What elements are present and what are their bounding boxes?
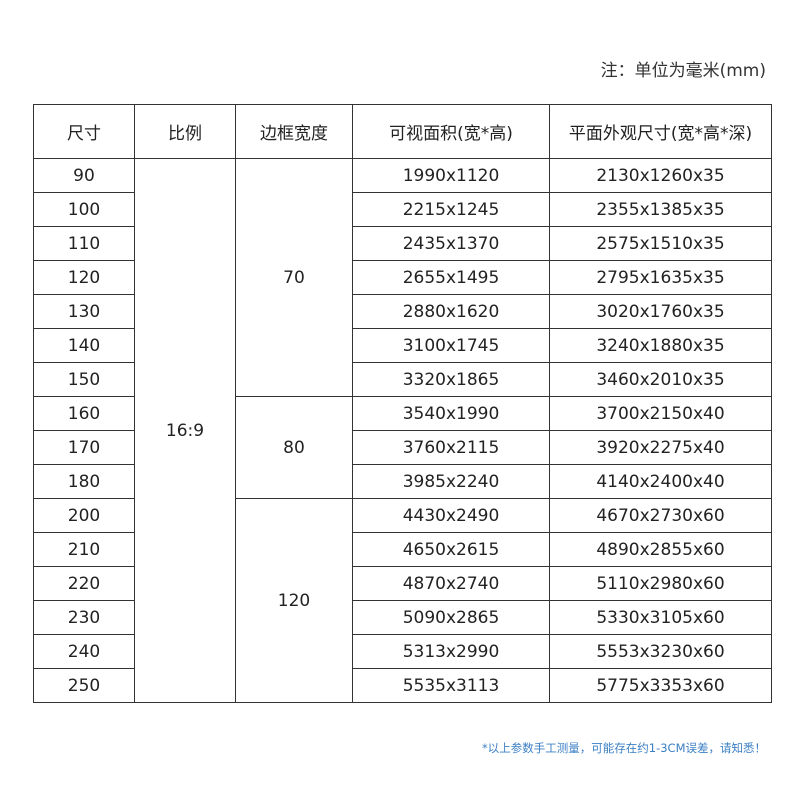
size-cell: 90 <box>33 158 135 193</box>
bezel-cell: 80 <box>235 396 353 499</box>
spec-table: 尺寸 比例 边框宽度 可视面积(宽*高) 平面外观尺寸(宽*高*深) 90 16:9 70 1… <box>33 104 772 703</box>
size-cell: 180 <box>33 464 135 499</box>
header-cell: 可视面积(宽*高) <box>352 104 550 159</box>
size-cell: 150 <box>33 362 135 397</box>
table-row: 200 120 4430x2490 4670x2730x60 <box>33 498 772 703</box>
table-row: 90 16:9 70 1990x1120 2130x1260x35 <box>33 158 772 703</box>
outer-size-cell: 3240x1880x35 <box>549 328 772 363</box>
outer-size-cell: 4890x2855x60 <box>549 532 772 567</box>
table-row: 240 5313x2990 5553x3230x60 <box>33 634 772 669</box>
viewable-area-cell: 5090x2865 <box>352 600 550 635</box>
viewable-area-cell: 3100x1745 <box>352 328 550 363</box>
viewable-area-cell: 2215x1245 <box>352 192 550 227</box>
header-cell: 平面外观尺寸(宽*高*深) <box>549 104 772 159</box>
size-cell: 100 <box>33 192 135 227</box>
outer-size-cell: 4670x2730x60 <box>549 498 772 533</box>
table-row: 150 3320x1865 3460x2010x35 <box>33 362 772 397</box>
bezel-cell: 70 <box>235 158 353 397</box>
table-row: 180 3985x2240 4140x2400x40 <box>33 464 772 499</box>
outer-size-cell: 5775x3353x60 <box>549 668 772 703</box>
size-cell: 140 <box>33 328 135 363</box>
outer-size-cell: 3460x2010x35 <box>549 362 772 397</box>
viewable-area-cell: 1990x1120 <box>352 158 550 193</box>
size-cell: 200 <box>33 498 135 533</box>
header-cell: 边框宽度 <box>235 104 353 159</box>
viewable-area-cell: 5535x3113 <box>352 668 550 703</box>
table-row: 130 2880x1620 3020x1760x35 <box>33 294 772 329</box>
size-cell: 240 <box>33 634 135 669</box>
size-cell: 130 <box>33 294 135 329</box>
table-row: 160 80 3540x1990 3700x2150x40 <box>33 396 772 499</box>
viewable-area-cell: 2655x1495 <box>352 260 550 295</box>
size-cell: 210 <box>33 532 135 567</box>
outer-size-cell: 3020x1760x35 <box>549 294 772 329</box>
table-row: 250 5535x3113 5775x3353x60 <box>33 668 772 703</box>
viewable-area-cell: 4430x2490 <box>352 498 550 533</box>
ratio-cell: 16:9 <box>134 158 236 703</box>
size-cell: 120 <box>33 260 135 295</box>
viewable-area-cell: 4650x2615 <box>352 532 550 567</box>
table-row: 100 2215x1245 2355x1385x35 <box>33 192 772 227</box>
outer-size-cell: 5553x3230x60 <box>549 634 772 669</box>
outer-size-cell: 2355x1385x35 <box>549 192 772 227</box>
outer-size-cell: 2575x1510x35 <box>549 226 772 261</box>
size-cell: 170 <box>33 430 135 465</box>
size-cell: 110 <box>33 226 135 261</box>
outer-size-cell: 2130x1260x35 <box>549 158 772 193</box>
table-row: 170 3760x2115 3920x2275x40 <box>33 430 772 465</box>
header-cell: 比例 <box>134 104 236 159</box>
header-cell: 尺寸 <box>33 104 135 159</box>
outer-size-cell: 2795x1635x35 <box>549 260 772 295</box>
viewable-area-cell: 2435x1370 <box>352 226 550 261</box>
outer-size-cell: 3700x2150x40 <box>549 396 772 431</box>
unit-note: 注：单位为毫米(mm) <box>600 61 766 81</box>
table-row: 140 3100x1745 3240x1880x35 <box>33 328 772 363</box>
viewable-area-cell: 3985x2240 <box>352 464 550 499</box>
size-cell: 230 <box>33 600 135 635</box>
outer-size-cell: 3920x2275x40 <box>549 430 772 465</box>
viewable-area-cell: 3760x2115 <box>352 430 550 465</box>
outer-size-cell: 4140x2400x40 <box>549 464 772 499</box>
outer-size-cell: 5330x3105x60 <box>549 600 772 635</box>
viewable-area-cell: 4870x2740 <box>352 566 550 601</box>
header-row: 尺寸 比例 边框宽度 可视面积(宽*高) 平面外观尺寸(宽*高*深) <box>33 104 772 159</box>
size-cell: 220 <box>33 566 135 601</box>
table-row: 120 2655x1495 2795x1635x35 <box>33 260 772 295</box>
table-row: 110 2435x1370 2575x1510x35 <box>33 226 772 261</box>
footer-note: *以上参数手工测量，可能存在约1-3CM误差，请知悉！ <box>482 741 766 755</box>
viewable-area-cell: 3540x1990 <box>352 396 550 431</box>
viewable-area-cell: 2880x1620 <box>352 294 550 329</box>
table-row: 230 5090x2865 5330x3105x60 <box>33 600 772 635</box>
bezel-cell: 120 <box>235 498 353 703</box>
size-cell: 160 <box>33 396 135 431</box>
viewable-area-cell: 5313x2990 <box>352 634 550 669</box>
size-cell: 250 <box>33 668 135 703</box>
viewable-area-cell: 3320x1865 <box>352 362 550 397</box>
outer-size-cell: 5110x2980x60 <box>549 566 772 601</box>
